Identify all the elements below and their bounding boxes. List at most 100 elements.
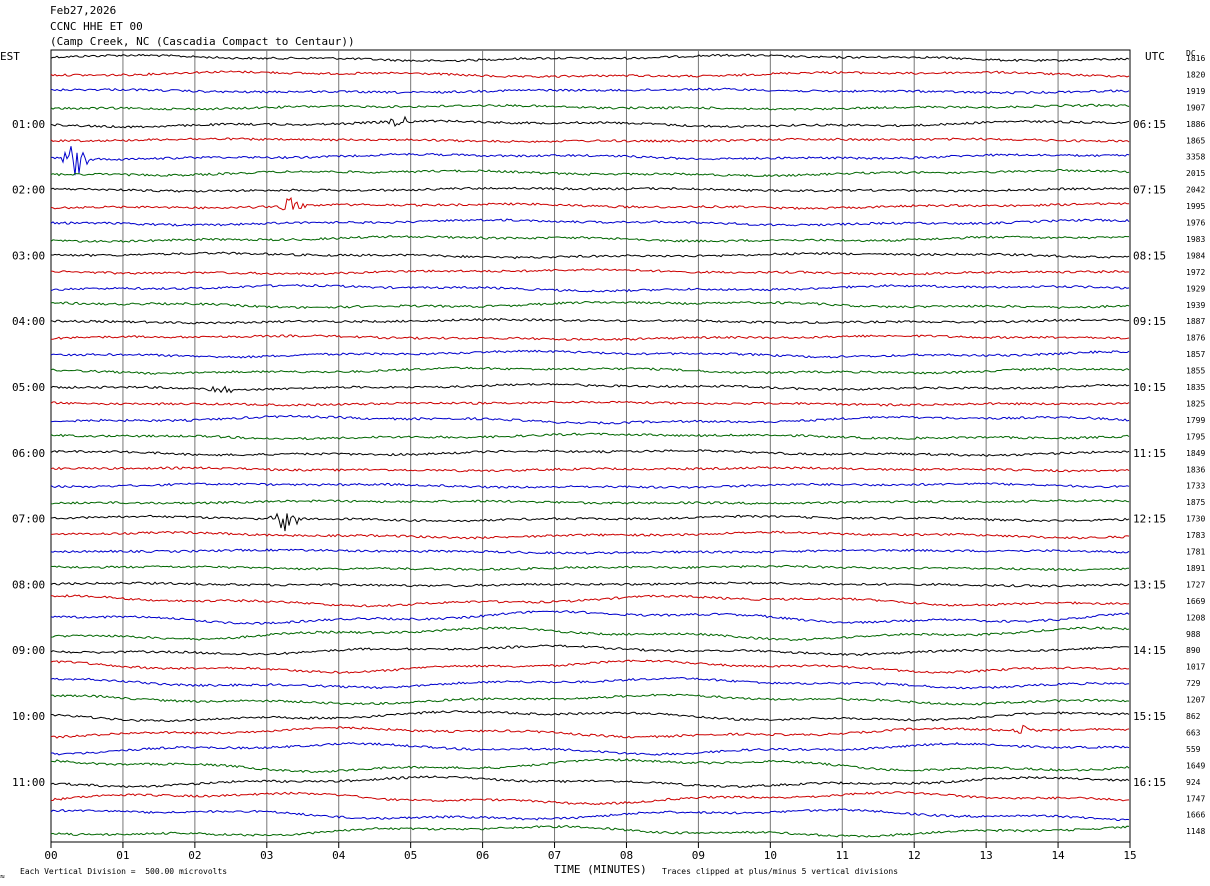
x-tick-label: 09	[692, 849, 705, 862]
trace-line	[50, 512, 1130, 532]
x-tick-label: 03	[260, 849, 273, 862]
dc-offset-label: 1733	[1186, 482, 1205, 491]
x-tick-label: 13	[980, 849, 993, 862]
dc-offset-label: 1781	[1186, 548, 1205, 557]
dc-offset-label: 1669	[1186, 597, 1205, 606]
utc-hour-label: 14:15	[1133, 644, 1166, 657]
trace-line	[50, 235, 1129, 243]
trace-line	[50, 644, 1130, 656]
trace-line	[50, 197, 1129, 211]
header-location: (Camp Creek, NC (Cascadia Compact to Cen…	[50, 35, 355, 48]
est-hour-label: 05:00	[12, 381, 45, 394]
x-tick-label: 12	[908, 849, 921, 862]
dc-offset-label: 559	[1186, 745, 1201, 754]
est-hour-label: 02:00	[12, 184, 45, 197]
dc-offset-label: 862	[1186, 712, 1201, 721]
utc-hour-label: 11:15	[1133, 447, 1166, 460]
dc-offset-label: 1995	[1186, 202, 1205, 211]
header-station: CCNC HHE ET 00	[50, 20, 143, 33]
trace-line	[50, 137, 1130, 143]
trace-line	[50, 499, 1130, 505]
trace-line	[50, 218, 1130, 227]
dc-offset-label: 1747	[1186, 794, 1205, 803]
dc-offset-label: 988	[1186, 630, 1201, 639]
dc-offset-label: 1727	[1186, 580, 1205, 589]
trace-line	[50, 268, 1130, 276]
est-hour-label: 06:00	[12, 447, 45, 460]
trace-line	[50, 594, 1130, 608]
est-hour-label: 03:00	[12, 249, 45, 262]
trace-line	[50, 103, 1130, 111]
dc-offset-label: 1907	[1186, 103, 1205, 112]
x-tick-label: 00	[44, 849, 57, 862]
dc-label: DC	[1186, 49, 1196, 58]
dc-offset-label: 1825	[1186, 399, 1205, 408]
utc-label: UTC	[1145, 50, 1165, 63]
trace-line	[50, 659, 1130, 674]
trace-line	[50, 366, 1130, 375]
est-hour-label: 10:00	[12, 710, 45, 723]
trace-line	[50, 432, 1130, 441]
footer-mark: ≈	[0, 872, 5, 881]
x-tick-label: 04	[332, 849, 346, 862]
dc-offset-label: 1976	[1186, 219, 1205, 228]
dc-offset-label: 890	[1186, 646, 1201, 655]
plot-frame	[50, 49, 1131, 843]
trace-line	[50, 742, 1130, 756]
utc-hour-label: 15:15	[1133, 710, 1166, 723]
x-tick-label: 06	[476, 849, 489, 862]
trace-line	[51, 693, 1130, 706]
dc-offset-label: 1876	[1186, 334, 1205, 343]
dc-offset-label: 3358	[1186, 153, 1205, 162]
clip-note: Traces clipped at plus/minus 5 vertical …	[662, 867, 899, 876]
est-hour-label: 08:00	[12, 578, 45, 591]
dc-offset-label: 1855	[1186, 367, 1205, 376]
dc-offset-label: 1865	[1186, 136, 1205, 145]
dc-offset-label: 1835	[1186, 383, 1205, 392]
trace-line	[50, 53, 1130, 63]
trace-line	[50, 564, 1129, 572]
x-tick-label: 14	[1051, 849, 1065, 862]
trace-line	[50, 775, 1130, 789]
trace-line	[50, 283, 1130, 293]
est-hour-label: 07:00	[12, 513, 45, 526]
trace-line	[50, 610, 1130, 625]
dc-offset-label: 1799	[1186, 416, 1205, 425]
dc-offset-label: 2015	[1186, 169, 1205, 178]
utc-hour-label: 06:15	[1133, 118, 1166, 131]
trace-line	[50, 581, 1130, 588]
dc-offset-label: 663	[1186, 728, 1201, 737]
dc-offset-label: 1891	[1186, 564, 1205, 573]
est-hour-label: 09:00	[12, 644, 45, 657]
dc-offset-label: 1649	[1186, 761, 1205, 770]
dc-offset-label: 1820	[1186, 70, 1205, 79]
trace-line	[50, 169, 1130, 178]
trace-line	[50, 466, 1130, 473]
trace-line	[50, 824, 1130, 838]
trace-line	[50, 87, 1130, 95]
trace-line	[50, 791, 1130, 806]
dc-offset-label: 1983	[1186, 235, 1205, 244]
est-hour-label: 01:00	[12, 118, 45, 131]
x-tick-label: 02	[188, 849, 201, 862]
dc-offset-label: 1148	[1186, 827, 1205, 836]
header-date: Feb27,2026	[50, 4, 117, 17]
est-label: EST	[0, 50, 20, 63]
trace-line	[50, 449, 1130, 457]
dc-offset-label: 1666	[1186, 811, 1205, 820]
trace-line	[50, 115, 1130, 129]
dc-offset-label: 1984	[1186, 251, 1205, 260]
dc-offset-label: 1972	[1186, 268, 1205, 277]
dc-offset-label: 1939	[1186, 301, 1205, 310]
x-tick-label: 15	[1123, 849, 1136, 862]
dc-offset-label: 1849	[1186, 449, 1205, 458]
trace-line	[50, 349, 1130, 359]
dc-offset-label: 1919	[1186, 87, 1205, 96]
utc-hour-label: 16:15	[1133, 776, 1166, 789]
trace-line	[50, 724, 1130, 739]
x-tick-label: 07	[548, 849, 561, 862]
x-tick-label: 08	[620, 849, 633, 862]
trace-line	[50, 334, 1130, 341]
dc-offset-label: 1857	[1186, 350, 1205, 359]
